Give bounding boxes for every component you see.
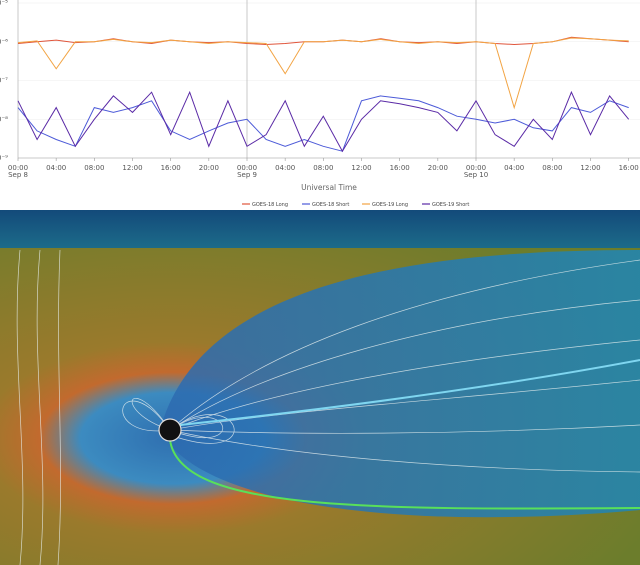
x-tick-label: 04:00 — [275, 164, 295, 172]
y-tick-label: 10⁻⁶ — [0, 38, 8, 46]
x-tick-label: 20:00 — [199, 164, 219, 172]
field-lines — [16, 249, 640, 565]
legend-label: GOES-18 Long — [252, 202, 288, 208]
x-tick-label: 08:00 — [313, 164, 333, 172]
x-tick-label: 16:00 — [390, 164, 410, 172]
x-tick-label: 20:00 — [428, 164, 448, 172]
magnetosphere-image — [0, 210, 640, 565]
tail-line — [179, 359, 640, 426]
x-tick-label: 12:00 — [351, 164, 371, 172]
x-tick-label: 00:00 — [466, 164, 486, 172]
x-tick-label: 16:00 — [161, 164, 181, 172]
legend-label: GOES-19 Short — [432, 202, 469, 208]
x-tick-label: 12:00 — [122, 164, 142, 172]
legend-label: GOES-18 Short — [312, 202, 349, 208]
y-tick-label: 10⁻⁵ — [0, 0, 8, 7]
highlight-line — [169, 439, 640, 510]
y-tick-label: 10⁻⁸ — [0, 115, 8, 123]
series-line — [17, 95, 629, 152]
chart-background — [0, 0, 640, 210]
x-date-label: Sep 8 — [8, 171, 28, 179]
x-tick-label: 08:00 — [542, 164, 562, 172]
x-tick-label: 12:00 — [580, 164, 600, 172]
earth — [158, 418, 182, 442]
x-tick-label: 04:00 — [504, 164, 524, 172]
x-tick-label: 00:00 — [8, 164, 28, 172]
series-line — [17, 37, 629, 110]
x-tick-label: 00:00 — [237, 164, 257, 172]
y-tick-label: 10⁻⁹ — [0, 154, 8, 162]
x-date-label: Sep 9 — [237, 171, 257, 179]
y-tick-label: 10⁻⁷ — [0, 77, 8, 85]
x-tick-label: 08:00 — [84, 164, 104, 172]
x-tick-label: 04:00 — [46, 164, 66, 172]
series-line — [17, 90, 630, 153]
x-tick-label: 16:00 — [619, 164, 639, 172]
legend-label: GOES-19 Long — [372, 202, 408, 208]
x-date-label: Sep 10 — [464, 171, 488, 179]
flux-chart: Universal Time 10⁻⁵ 10⁻⁶ 10⁻⁷ 10⁻⁸ 10⁻⁹ Sep 8… — [0, 0, 640, 210]
image-band — [0, 210, 640, 250]
x-axis-title: Universal Time — [301, 183, 357, 192]
magnetotail — [160, 250, 640, 518]
